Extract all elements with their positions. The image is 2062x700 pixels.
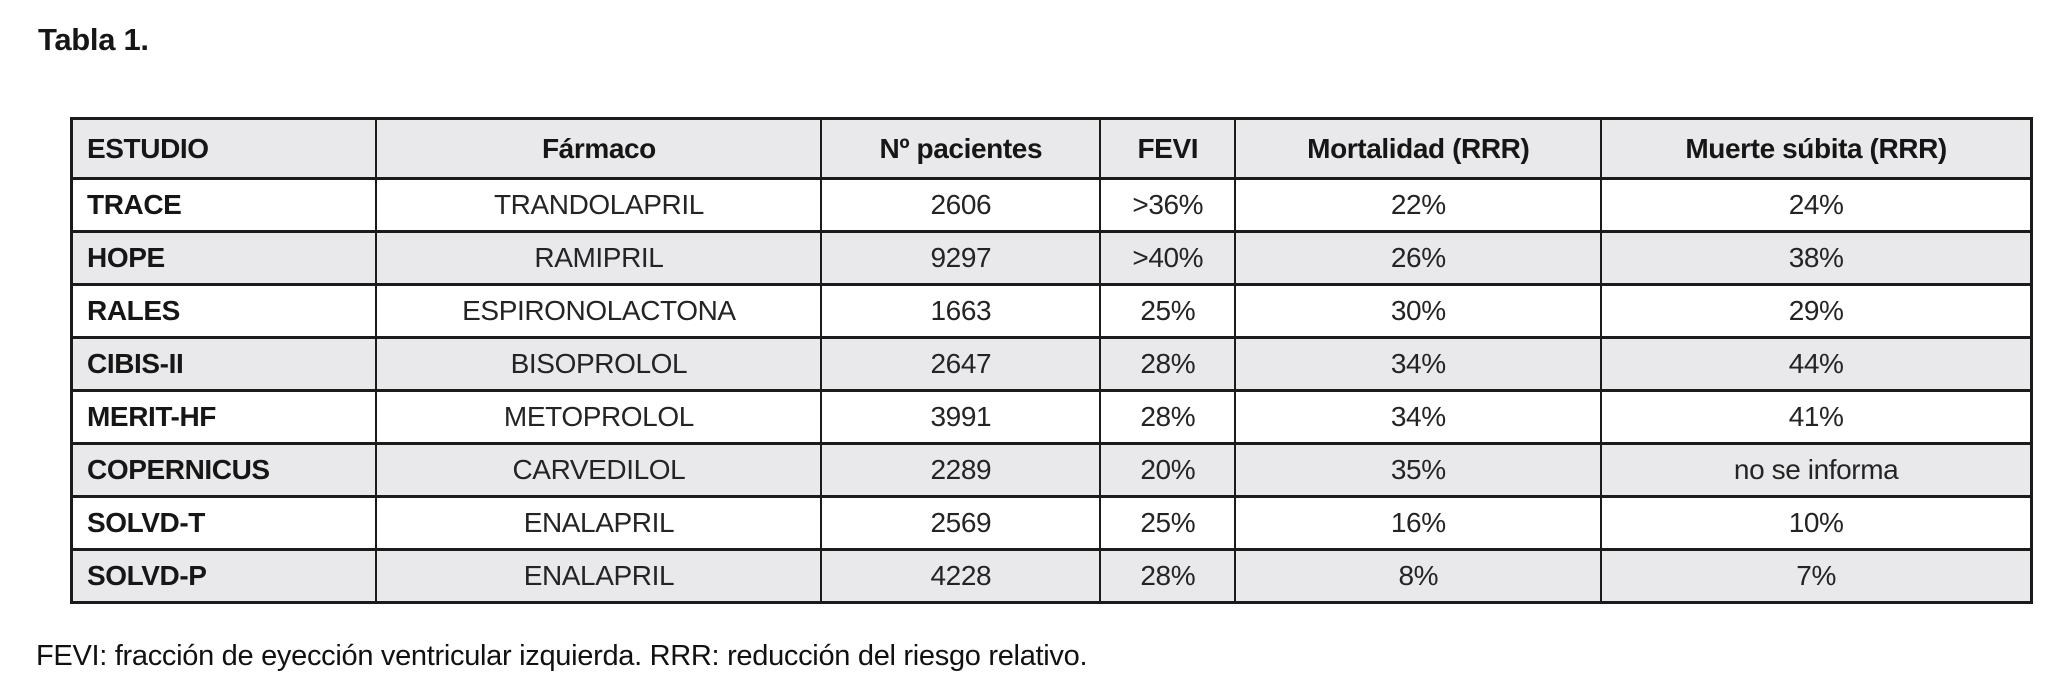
table-row: RALES ESPIRONOLACTONA 1663 25% 30% 29% <box>70 283 2033 339</box>
cell-muerte-subita: 7% <box>1600 548 2033 604</box>
table-row: SOLVD-T ENALAPRIL 2569 25% 16% 10% <box>70 495 2033 551</box>
table-row: COPERNICUS CARVEDILOL 2289 20% 35% no se… <box>70 442 2033 498</box>
cell-farmaco: ESPIRONOLACTONA <box>375 283 823 339</box>
cell-fevi: 20% <box>1099 442 1237 498</box>
cell-mortalidad: 34% <box>1234 336 1603 392</box>
cell-muerte-subita: 41% <box>1600 389 2033 445</box>
cell-fevi: 25% <box>1099 495 1237 551</box>
cell-pacientes: 1663 <box>820 283 1102 339</box>
cell-muerte-subita: 24% <box>1600 177 2033 233</box>
cell-mortalidad: 30% <box>1234 283 1603 339</box>
cell-pacientes: 2606 <box>820 177 1102 233</box>
cell-estudio: TRACE <box>70 177 378 233</box>
cell-estudio: SOLVD-P <box>70 548 378 604</box>
cell-muerte-subita: 44% <box>1600 336 2033 392</box>
data-table: ESTUDIO Fármaco Nº pacientes FEVI Mortal… <box>70 117 2033 604</box>
cell-fevi: >36% <box>1099 177 1237 233</box>
cell-mortalidad: 35% <box>1234 442 1603 498</box>
column-header-muerte-subita: Muerte súbita (RRR) <box>1600 117 2033 180</box>
column-header-mortalidad: Mortalidad (RRR) <box>1234 117 1603 180</box>
cell-estudio: SOLVD-T <box>70 495 378 551</box>
column-header-fevi: FEVI <box>1099 117 1237 180</box>
column-header-farmaco: Fármaco <box>375 117 823 180</box>
cell-farmaco: CARVEDILOL <box>375 442 823 498</box>
cell-estudio: CIBIS-II <box>70 336 378 392</box>
cell-pacientes: 2647 <box>820 336 1102 392</box>
column-header-pacientes: Nº pacientes <box>820 117 1102 180</box>
cell-estudio: HOPE <box>70 230 378 286</box>
cell-mortalidad: 16% <box>1234 495 1603 551</box>
cell-pacientes: 9297 <box>820 230 1102 286</box>
cell-pacientes: 2289 <box>820 442 1102 498</box>
cell-farmaco: ENALAPRIL <box>375 495 823 551</box>
table-title: Tabla 1. <box>38 22 149 57</box>
cell-pacientes: 3991 <box>820 389 1102 445</box>
cell-farmaco: BISOPROLOL <box>375 336 823 392</box>
cell-muerte-subita: 10% <box>1600 495 2033 551</box>
table-footnote: FEVI: fracción de eyección ventricular i… <box>36 640 1088 672</box>
cell-fevi: 28% <box>1099 548 1237 604</box>
column-header-estudio: ESTUDIO <box>70 117 378 180</box>
table-row: MERIT-HF METOPROLOL 3991 28% 34% 41% <box>70 389 2033 445</box>
cell-estudio: MERIT-HF <box>70 389 378 445</box>
cell-mortalidad: 8% <box>1234 548 1603 604</box>
cell-farmaco: METOPROLOL <box>375 389 823 445</box>
cell-mortalidad: 34% <box>1234 389 1603 445</box>
cell-fevi: 25% <box>1099 283 1237 339</box>
cell-estudio: RALES <box>70 283 378 339</box>
table-header-row: ESTUDIO Fármaco Nº pacientes FEVI Mortal… <box>70 117 2033 180</box>
cell-mortalidad: 26% <box>1234 230 1603 286</box>
cell-farmaco: ENALAPRIL <box>375 548 823 604</box>
cell-fevi: 28% <box>1099 389 1237 445</box>
cell-farmaco: TRANDOLAPRIL <box>375 177 823 233</box>
cell-fevi: 28% <box>1099 336 1237 392</box>
table-row: SOLVD-P ENALAPRIL 4228 28% 8% 7% <box>70 548 2033 604</box>
cell-pacientes: 2569 <box>820 495 1102 551</box>
cell-muerte-subita: no se informa <box>1600 442 2033 498</box>
cell-muerte-subita: 29% <box>1600 283 2033 339</box>
table-row: HOPE RAMIPRIL 9297 >40% 26% 38% <box>70 230 2033 286</box>
cell-farmaco: RAMIPRIL <box>375 230 823 286</box>
cell-mortalidad: 22% <box>1234 177 1603 233</box>
cell-estudio: COPERNICUS <box>70 442 378 498</box>
cell-pacientes: 4228 <box>820 548 1102 604</box>
table-row: CIBIS-II BISOPROLOL 2647 28% 34% 44% <box>70 336 2033 392</box>
table-row: TRACE TRANDOLAPRIL 2606 >36% 22% 24% <box>70 177 2033 233</box>
cell-muerte-subita: 38% <box>1600 230 2033 286</box>
cell-fevi: >40% <box>1099 230 1237 286</box>
